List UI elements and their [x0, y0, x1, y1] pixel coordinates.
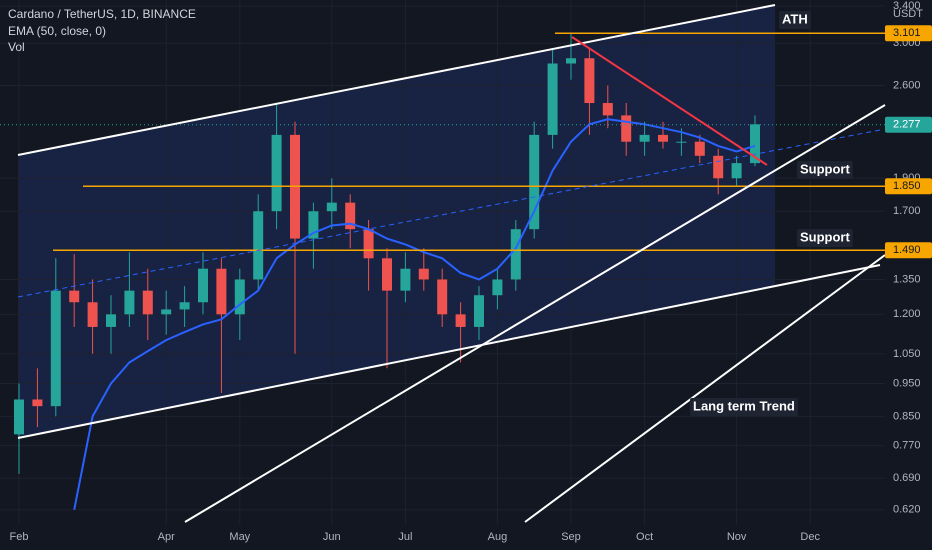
- annotation: Support: [800, 229, 850, 244]
- candle-body: [50, 290, 61, 407]
- candle-body: [69, 290, 80, 303]
- marks: [0, 32, 885, 510]
- annotation: Support: [800, 161, 850, 176]
- annotation-box: [797, 229, 853, 247]
- candle-body: [106, 314, 116, 327]
- candle-body: [161, 309, 172, 315]
- candle-body: [345, 202, 356, 230]
- support-trend: [184, 104, 886, 523]
- annotation: Lang term Trend: [693, 398, 795, 413]
- x-tick-label: May: [229, 531, 250, 543]
- candle-body: [455, 314, 466, 327]
- candle-body: [198, 268, 208, 303]
- candle-body: [621, 115, 632, 142]
- candle-body: [400, 268, 411, 291]
- candle-body: [694, 141, 705, 156]
- y-tick-label: 0.690: [893, 472, 921, 484]
- candle-body: [676, 141, 687, 143]
- candle-body: [510, 229, 521, 280]
- candle-body: [326, 202, 337, 212]
- candle-body: [713, 155, 724, 179]
- price-label-box: [885, 116, 932, 133]
- candle-body: [566, 58, 576, 64]
- x-tick-label: Oct: [636, 531, 653, 543]
- y-tick-label: 1.200: [893, 308, 921, 320]
- candle-body: [529, 134, 540, 230]
- currency-label: USDT: [893, 8, 923, 20]
- y-tick-label: 1.700: [893, 205, 921, 217]
- y-tick-label: 0.850: [893, 410, 921, 422]
- candle-body: [363, 229, 374, 259]
- channel-fill: [18, 5, 775, 438]
- candle-body: [253, 211, 264, 280]
- x-tick-label: Feb: [10, 531, 29, 543]
- annotation-box: [797, 161, 853, 179]
- resistance-trend: [571, 36, 768, 166]
- price-label: 1.490: [893, 244, 921, 256]
- y-tick-label: 0.770: [893, 440, 921, 452]
- candle-body: [547, 63, 558, 135]
- candle-body: [234, 279, 245, 315]
- y-tick-label: 1.350: [893, 273, 921, 285]
- x-tick-label: Apr: [158, 531, 175, 543]
- price-label-box: [885, 25, 932, 42]
- candle-body: [658, 134, 668, 142]
- x-tick-label: Aug: [488, 531, 508, 543]
- candle-body: [750, 124, 760, 164]
- candle-body: [308, 211, 319, 239]
- annotation: ATH: [782, 11, 808, 26]
- price-label: 2.277: [893, 119, 921, 131]
- y-tick-label: 0.950: [893, 377, 921, 389]
- candle-body: [32, 399, 43, 407]
- y-tick-label: 2.600: [893, 79, 921, 91]
- candle-body: [418, 268, 429, 280]
- candle-body: [584, 58, 595, 104]
- price-label: 1.850: [893, 180, 921, 192]
- channel-top: [17, 4, 776, 156]
- candle-body: [124, 290, 135, 315]
- indicator-label: EMA (50, close, 0): [8, 24, 106, 38]
- candle-body: [437, 279, 448, 315]
- channel-mid: [17, 129, 881, 298]
- y-tick-label: 3.400: [893, 0, 921, 12]
- candle-body: [87, 302, 98, 327]
- annotation-box: [690, 398, 798, 416]
- x-tick-label: Jul: [398, 531, 412, 543]
- candle-body: [216, 268, 227, 315]
- y-tick-label: 0.620: [893, 504, 921, 516]
- candle-body: [639, 134, 650, 142]
- price-label: 3.101: [893, 27, 921, 39]
- price-label-box: [885, 178, 932, 195]
- ema-line: [73, 118, 756, 510]
- candle-body: [14, 399, 24, 435]
- y-tick-label: 1.050: [893, 348, 921, 360]
- price-label-box: [885, 242, 932, 259]
- price-axis: 3.4003.0002.6001.9001.7001.3501.2001.050…: [10, 0, 932, 543]
- x-tick-label: Nov: [727, 531, 747, 543]
- candle-body: [474, 295, 484, 327]
- candle-body: [179, 302, 190, 310]
- candle-body: [271, 134, 282, 212]
- candle-body: [731, 163, 742, 179]
- annotation-box: [779, 11, 811, 29]
- long-term-trend: [524, 254, 886, 523]
- candle-body: [382, 258, 392, 291]
- x-tick-label: Jun: [323, 531, 341, 543]
- candle-body: [602, 103, 613, 116]
- candle-body: [492, 279, 503, 296]
- x-tick-label: Sep: [561, 531, 581, 543]
- x-tick-label: Dec: [800, 531, 820, 543]
- channel-bottom: [17, 264, 881, 439]
- chart-title: Cardano / TetherUS, 1D, BINANCE: [8, 7, 196, 21]
- volume-label: Vol: [8, 40, 25, 54]
- trend-lines: [17, 4, 886, 523]
- candle-body: [142, 290, 153, 315]
